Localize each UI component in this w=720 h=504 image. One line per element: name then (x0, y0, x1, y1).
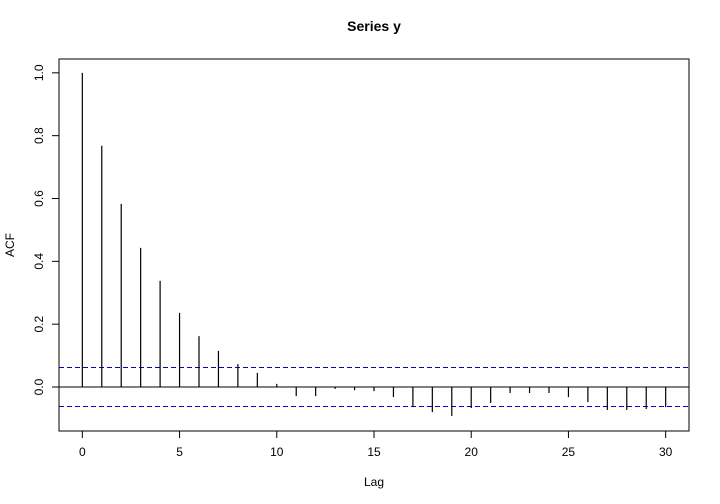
x-tick-label: 30 (659, 445, 673, 459)
chart-title: Series y (347, 18, 401, 34)
x-tick-label: 20 (465, 445, 479, 459)
y-tick-label: 0.6 (32, 190, 46, 207)
x-tick-label: 15 (367, 445, 381, 459)
y-tick-label: 1.0 (32, 64, 46, 81)
y-axis-label: ACF (3, 233, 17, 257)
y-tick-label: 0.2 (32, 316, 46, 333)
x-tick-label: 10 (270, 445, 284, 459)
x-tick-label: 25 (562, 445, 576, 459)
y-tick-label: 0.0 (32, 378, 46, 395)
x-axis-label: Lag (364, 475, 384, 489)
y-tick-label: 0.8 (32, 127, 46, 144)
y-tick-label: 0.4 (32, 253, 46, 270)
x-tick-label: 0 (79, 445, 86, 459)
plot-box (58, 58, 690, 432)
x-tick-label: 5 (176, 445, 183, 459)
